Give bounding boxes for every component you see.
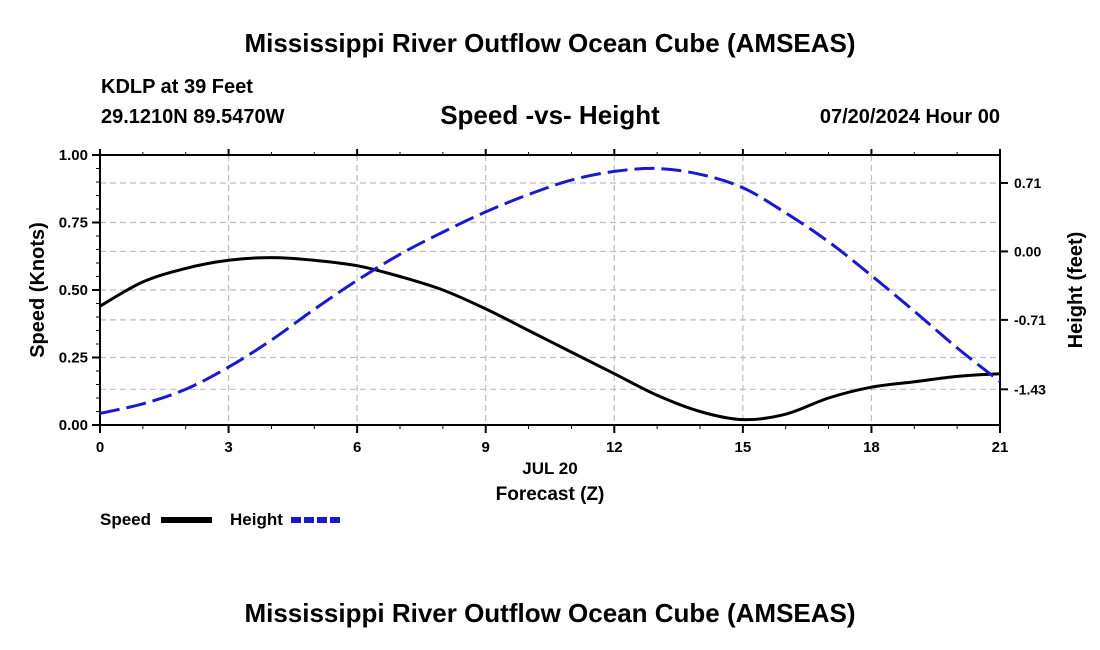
y-tick-label: 0.00 (59, 417, 88, 434)
station-coordinates: 29.1210N 89.5470W (101, 106, 285, 128)
forecast-datetime: 07/20/2024 Hour 00 (819, 106, 1000, 128)
series-line-speed (99, 256, 1001, 422)
station-label: KDLP at 39 Feet (101, 76, 253, 98)
y2-tick-label: 0.00 (1014, 243, 1041, 259)
x-axis-date-label: JUL 20 (522, 459, 577, 478)
x-tick-label: 3 (224, 439, 232, 456)
legend: Speed Height (100, 510, 342, 529)
series-lines (99, 166, 1001, 422)
footer-title: Mississippi River Outflow Ocean Cube (AM… (244, 598, 856, 628)
x-tick-label: 0 (96, 439, 104, 456)
tick-labels: 0 3 6 9 12 15 18 21 0.00 0.25 0.50 0.75 1.00 -1.43 -0.… (59, 147, 1046, 456)
y-tick-label: 0.25 (59, 350, 88, 367)
chart-subtitle: Speed -vs- Height (440, 100, 660, 130)
y-axis-label: Speed (Knots) (27, 222, 49, 358)
x-tick-label: 12 (606, 439, 623, 456)
grid-lines (100, 155, 1000, 425)
legend-label-height: Height (230, 510, 283, 529)
main-title: Mississippi River Outflow Ocean Cube (AM… (244, 28, 856, 58)
x-axis-label: Forecast (Z) (496, 484, 605, 505)
legend-label-speed: Speed (100, 510, 151, 529)
x-tick-label: 18 (863, 439, 880, 456)
y-tick-label: 1.00 (59, 147, 88, 164)
y2-tick-label: 0.71 (1014, 175, 1041, 191)
series-line-height (99, 166, 1001, 415)
y2-tick-label: -1.43 (1014, 381, 1046, 397)
y-tick-label: 0.75 (59, 215, 88, 232)
y2-tick-label: -0.71 (1014, 312, 1046, 328)
x-tick-label: 6 (353, 439, 361, 456)
y-tick-label: 0.50 (59, 282, 88, 299)
plot-frame (99, 154, 1001, 426)
y2-axis-label: Height (feet) (1065, 232, 1087, 349)
axis-ticks (92, 149, 1008, 433)
x-tick-label: 9 (482, 439, 490, 456)
x-tick-label: 21 (992, 439, 1009, 456)
x-tick-label: 15 (735, 439, 752, 456)
